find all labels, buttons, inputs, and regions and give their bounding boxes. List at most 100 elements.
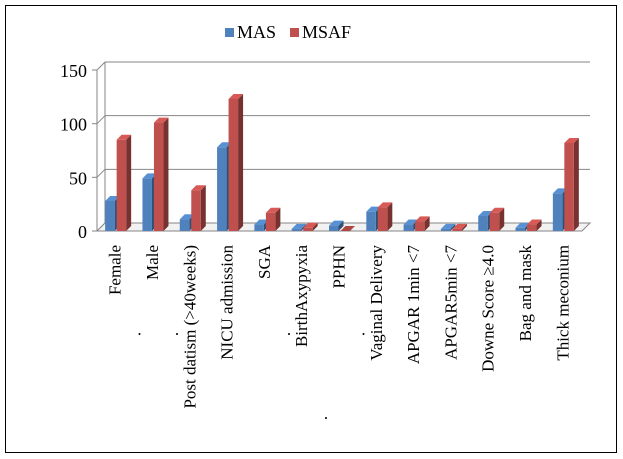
bar-side bbox=[461, 223, 467, 231]
bar-front bbox=[478, 215, 488, 231]
category-label-4: SGA bbox=[255, 244, 274, 279]
bar-mas-6 bbox=[329, 220, 344, 231]
bar-front bbox=[527, 224, 537, 231]
category-note-5: . bbox=[312, 416, 331, 420]
bar-msaf-5 bbox=[303, 222, 318, 231]
bar-side bbox=[275, 207, 281, 231]
bar-front bbox=[564, 142, 574, 231]
bar-side bbox=[536, 219, 542, 231]
bar-side bbox=[338, 220, 344, 231]
bar-top bbox=[105, 195, 120, 201]
category-note-0: . bbox=[126, 332, 145, 336]
bar-front bbox=[366, 211, 376, 231]
bar-top bbox=[265, 207, 281, 213]
legend-swatch-msaf bbox=[290, 28, 300, 37]
bar-top bbox=[515, 222, 531, 228]
bar-msaf-6 bbox=[340, 226, 355, 231]
bar-front bbox=[116, 139, 127, 231]
bar-top bbox=[564, 137, 579, 143]
category-label-11: Bag and mask bbox=[516, 245, 535, 342]
bar-side bbox=[387, 202, 393, 231]
category-note-4: . bbox=[275, 332, 294, 336]
bar-top bbox=[153, 117, 169, 123]
bar-front bbox=[254, 224, 264, 231]
bar-top bbox=[291, 223, 307, 229]
bar-front bbox=[489, 212, 500, 231]
legend: MAS MSAF bbox=[225, 22, 351, 42]
bar-top bbox=[366, 206, 381, 212]
gridline-depth-2 bbox=[96, 115, 106, 125]
bar-top bbox=[340, 226, 355, 231]
bar-front bbox=[217, 147, 227, 231]
bar-msaf-12 bbox=[564, 137, 579, 231]
category-label-9: APGAR5min <7 bbox=[441, 245, 460, 360]
bar-top bbox=[217, 142, 232, 148]
category-label-1: Male bbox=[143, 245, 162, 280]
gridline-depth-3 bbox=[96, 61, 106, 71]
bar-front bbox=[142, 178, 152, 231]
category-label-6: PPHN bbox=[330, 245, 349, 288]
bar-front bbox=[153, 122, 164, 231]
category-label-12: Thick meconium bbox=[553, 245, 572, 361]
bar-front bbox=[552, 193, 563, 231]
bar-top bbox=[478, 210, 493, 216]
bar-top bbox=[142, 173, 157, 179]
bar-front bbox=[415, 221, 425, 231]
category-label-10: Downe Score ≥4.0 bbox=[479, 245, 498, 372]
bar-front bbox=[515, 227, 526, 231]
bar-side bbox=[238, 93, 244, 231]
bar-side bbox=[499, 207, 505, 231]
legend-swatch-mas bbox=[225, 28, 234, 37]
bar-front bbox=[265, 212, 276, 231]
category-label-0: Female bbox=[106, 245, 125, 295]
category-label-3: NICU admission bbox=[218, 245, 237, 360]
bar-front bbox=[228, 98, 239, 231]
bar-msaf-3 bbox=[228, 93, 244, 231]
bar-msaf-4 bbox=[265, 207, 281, 231]
bar-top bbox=[254, 219, 269, 225]
bar-top bbox=[527, 219, 542, 225]
bar-msaf-1 bbox=[153, 117, 169, 231]
legend-label-msaf: MSAF bbox=[302, 22, 351, 42]
gridline-depth-1 bbox=[96, 168, 106, 178]
category-label-2: Post datism (>40weeks) bbox=[180, 245, 199, 409]
bar-front bbox=[191, 190, 201, 231]
bar-top bbox=[377, 202, 393, 208]
bar-side bbox=[424, 216, 430, 231]
bar-side bbox=[163, 117, 169, 231]
bar-msaf-7 bbox=[377, 202, 393, 231]
category-note-6: . bbox=[350, 332, 369, 336]
bar-top bbox=[329, 220, 344, 226]
bar-front bbox=[105, 200, 115, 231]
bar-top bbox=[452, 223, 467, 229]
bar-side bbox=[573, 137, 579, 231]
category-note-1: . bbox=[163, 332, 182, 336]
bar-top bbox=[415, 216, 430, 222]
bar-front bbox=[291, 228, 302, 231]
bar-top bbox=[552, 188, 568, 194]
bars bbox=[105, 93, 579, 231]
legend-label-mas: MAS bbox=[237, 22, 276, 42]
ytick-label-2: 100 bbox=[60, 115, 87, 135]
bar-side bbox=[312, 222, 318, 231]
bar-side bbox=[126, 134, 132, 231]
ytick-label-0: 0 bbox=[78, 222, 87, 242]
bar-top bbox=[403, 219, 419, 225]
ytick-label-1: 50 bbox=[69, 168, 87, 188]
bar-front bbox=[179, 219, 190, 231]
bar-top bbox=[228, 93, 244, 99]
bar-front bbox=[377, 207, 388, 231]
bar-msaf-2 bbox=[191, 185, 206, 231]
bar-front bbox=[303, 227, 313, 231]
bar-front bbox=[452, 228, 462, 231]
bar-msaf-10 bbox=[489, 207, 505, 231]
bar-side bbox=[450, 223, 456, 231]
bar-top bbox=[116, 134, 132, 140]
bar-front bbox=[403, 224, 414, 231]
bar-msaf-8 bbox=[415, 216, 430, 231]
bar-front bbox=[440, 228, 451, 231]
bar-side bbox=[200, 185, 206, 231]
bar-top bbox=[489, 207, 505, 213]
bar-msaf-11 bbox=[527, 219, 542, 231]
